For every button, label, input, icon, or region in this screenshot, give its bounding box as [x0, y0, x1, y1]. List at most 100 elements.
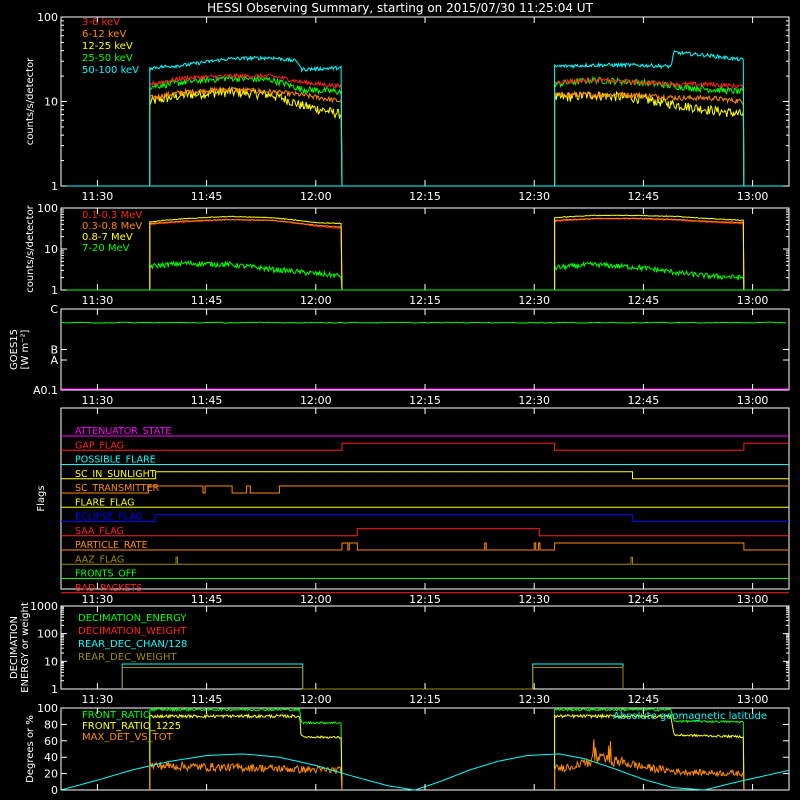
panel-1-time-label: 12:45 — [628, 294, 660, 307]
panel-5-series-front-ratio — [149, 707, 745, 791]
panel-0-ylabel: counts/s/detector — [25, 57, 36, 145]
panel-2-goes-series-0 — [60, 321, 787, 324]
panel-3-time-label: 11:45 — [191, 593, 223, 606]
flag-line-gap-flag — [61, 442, 789, 451]
panel-0-legend-3-6-kev: 3-6 keV — [82, 17, 120, 28]
panel-4-time-label: 12:30 — [518, 693, 550, 706]
panel-5-series-front-ratio-1225 — [149, 713, 745, 791]
panel-4-time-label: 11:30 — [82, 693, 114, 706]
panel-4-series-rear-dec-weight — [121, 667, 624, 690]
flag-line-eclipse-flag — [61, 514, 789, 522]
panel-1-legend-0-8-7-mev: 0.8-7 MeV — [82, 232, 133, 243]
panel-0-time-label: 11:30 — [82, 190, 114, 203]
panel-1-y-label: 100 — [37, 202, 58, 215]
panel-3-time-label: 12:30 — [518, 593, 550, 606]
panel-1-time-label: 12:15 — [409, 294, 441, 307]
panel-4-y-label: 10 — [44, 655, 58, 668]
panel-2-ylabel2: [W m⁻²] — [20, 329, 31, 369]
panel-4-time-label: 12:45 — [628, 693, 660, 706]
panel-0-y-label: 1 — [51, 180, 58, 193]
panel-5-legend-front-ratio-1225: FRONT_RATIO_1225 — [82, 721, 181, 732]
panel-0-legend-6-12-kev: 6-12 keV — [82, 29, 126, 40]
panel-1-legend-0-3-0-8-mev: 0.3-0.8 MeV — [82, 221, 142, 232]
panel-3-time-label: 11:30 — [82, 593, 114, 606]
geomagnetic-latitude-label: Absolute geomagnetic latitude — [613, 711, 767, 722]
flag-label-flare-flag: FLARE_FLAG — [75, 497, 135, 508]
panel-4-ylabel2: ENERGY or weight — [20, 602, 31, 693]
panel-0-series-25-50-kev — [149, 73, 745, 187]
flag-label-gap-flag: GAP_FLAG — [75, 440, 124, 451]
panel-1-series-7-20-mev — [149, 259, 745, 291]
panel-2-time-label: 13:00 — [737, 394, 769, 407]
flag-line-sc-transmitter — [61, 485, 789, 494]
panel-2-time-label: 12:00 — [300, 394, 332, 407]
panel-0-frame — [60, 16, 790, 187]
panel-1-y-label: 1 — [51, 284, 58, 297]
panel-5-y-label: 0 — [51, 784, 58, 797]
panel-0-time-label: 13:00 — [737, 190, 769, 203]
flag-line-sc-in-sunlight — [61, 471, 789, 480]
panel-2-y-label: A — [50, 354, 58, 367]
panel-2-frame — [60, 308, 790, 391]
panel-4-time-label: 13:00 — [737, 693, 769, 706]
panel-5-series-max-det-vs-tot — [149, 739, 745, 791]
flag-label-sc-in-sunlight: SC_IN_SUNLIGHT — [75, 469, 156, 480]
panel-1-series-0-8-7-mev — [149, 214, 745, 291]
panel-1-time-label: 11:45 — [191, 294, 223, 307]
panel-2-time-label: 12:45 — [628, 394, 660, 407]
panel-2-time-label: 11:30 — [82, 394, 114, 407]
panel-1-legend-0-1-0-3-mev: 0.1-0.3 MeV — [82, 210, 142, 221]
flag-label-bad-packets: BAD_PACKETS — [75, 583, 142, 594]
panel-0-legend-50-100-kev: 50-100 keV — [82, 65, 139, 76]
panel-1-time-label: 12:30 — [518, 294, 550, 307]
panel-0-y-label: 100 — [37, 11, 58, 24]
panel-0-time-label: 12:00 — [300, 190, 332, 203]
panel-4-time-label: 12:15 — [409, 693, 441, 706]
panel-5-y-label: 100 — [37, 702, 58, 715]
panel-5-y-label: 80 — [44, 718, 58, 731]
flag-line-aaz-flag — [61, 556, 789, 565]
flag-label-sc-transmitter: SC_TRANSMITTER — [75, 483, 160, 494]
panel-4-legend-decimation-weight: DECIMATION_WEIGHT — [78, 626, 187, 637]
panel-0-time-label: 12:15 — [409, 190, 441, 203]
panel-0-series-50-100-kev — [149, 49, 745, 187]
panel-0-time-label: 12:45 — [628, 190, 660, 203]
flag-label-fronts-off: FRONTS_OFF — [75, 569, 137, 580]
flag-label-aaz-flag: AAZ_FLAG — [75, 554, 124, 565]
panel-0-series-6-12-kev — [149, 85, 745, 187]
panel-2-time-label: 12:30 — [518, 394, 550, 407]
panel-1-time-label: 13:00 — [737, 294, 769, 307]
panel-5-legend-max-det-vs-tot: MAX_DET_VS_TOT — [82, 732, 174, 743]
panel-0-series-12-25-kev — [149, 86, 745, 187]
flag-label-particle-rate: PARTICLE_RATE — [75, 540, 148, 551]
flag-label-eclipse-flag: ECLIPSE_FLAG — [75, 512, 143, 523]
panel-4-time-label: 12:00 — [300, 693, 332, 706]
panel-1-ylabel: counts/s/detector — [25, 204, 36, 292]
panel-4-ylabel: DECIMATION — [9, 616, 20, 679]
panel-4-y-label: 100 — [37, 628, 58, 641]
panel-4-legend-decimation-energy: DECIMATION_ENERGY — [78, 613, 187, 624]
panel-3-time-label: 12:00 — [300, 593, 332, 606]
panel-0-legend-12-25-kev: 12-25 keV — [82, 41, 133, 52]
panel-3-time-label: 12:15 — [409, 593, 441, 606]
panel-1-legend-7-20-mev: 7-20 MeV — [82, 243, 130, 254]
panel-4-y-label: 1000 — [30, 600, 58, 613]
panel-0-time-label: 11:45 — [191, 190, 223, 203]
panel-0-time-label: 12:30 — [518, 190, 550, 203]
flag-label-saa-flag: SAA_FLAG — [75, 526, 124, 537]
panel-3-time-label: 12:45 — [628, 593, 660, 606]
panel-1-series-0-1-0-3-mev — [149, 217, 745, 291]
panel-2-y-label: B — [50, 344, 58, 357]
panel-2-y-label: C — [50, 303, 58, 316]
panel-5-y-label: 60 — [44, 735, 58, 748]
panel-4-y-label: 1 — [51, 683, 58, 696]
flag-label-possible-flare: POSSIBLE_FLARE — [75, 455, 156, 466]
panel-0-series-3-6-kev — [149, 72, 745, 187]
panel-4-legend-rear-dec-chan-128: REAR_DEC_CHAN/128 — [78, 639, 187, 650]
panel-5-ylabel: Degrees or % — [25, 715, 36, 783]
panel-4-legend-rear-dec-weight: REAR_DEC_WEIGHT — [78, 652, 177, 663]
panel-5-legend-front-ratio: FRONT_RATIO — [82, 710, 151, 721]
panel-2-time-label: 11:45 — [191, 394, 223, 407]
panel-0-legend-25-50-kev: 25-50 keV — [82, 53, 133, 64]
